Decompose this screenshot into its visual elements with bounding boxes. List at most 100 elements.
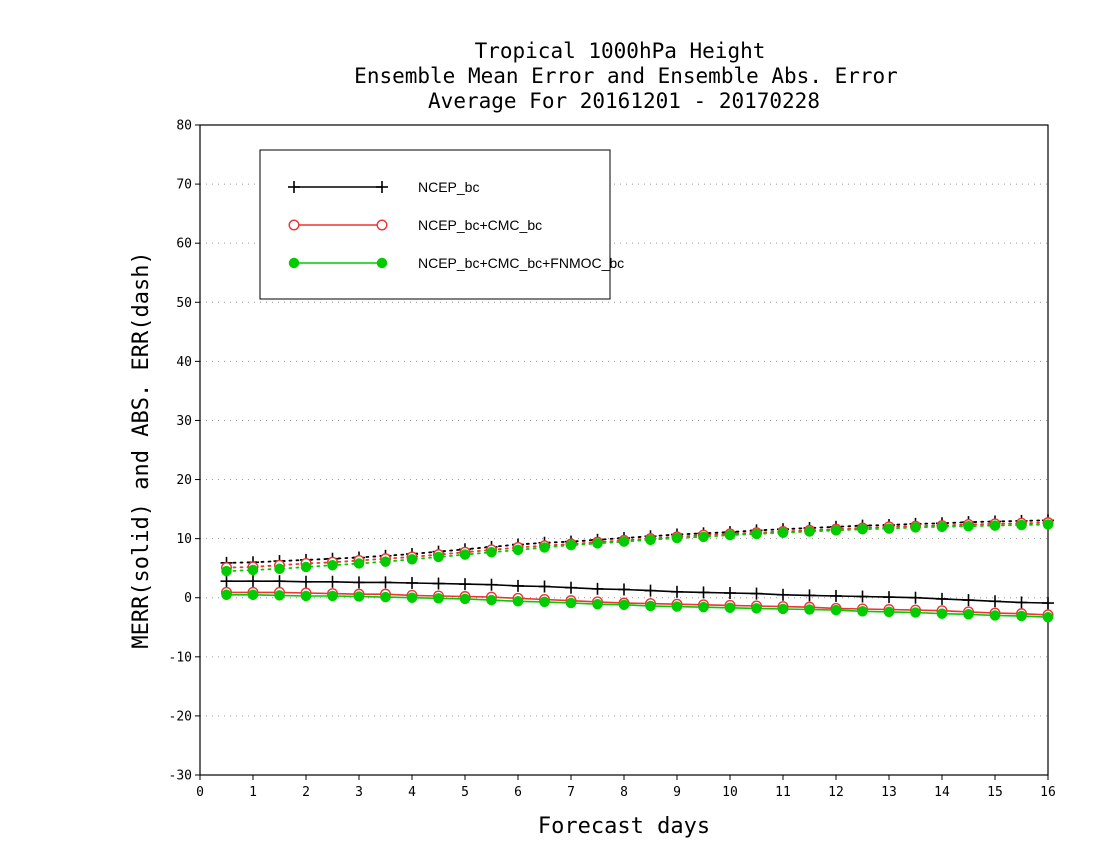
merr-point: [963, 609, 974, 620]
merr-point: [432, 577, 445, 590]
legend-marker: [288, 257, 300, 269]
legend-label-ncep-cmc: NCEP_bc+CMC_bc: [418, 217, 542, 233]
x-tick-label: 16: [1040, 785, 1056, 800]
abs-err-point: [406, 554, 418, 565]
merr-point: [300, 590, 312, 602]
abs-err-point: [751, 528, 762, 540]
merr-point: [618, 583, 630, 596]
merr-point: [671, 601, 683, 612]
abs-err-point: [459, 549, 471, 560]
merr-point: [909, 591, 922, 604]
y-tick-label: 40: [176, 355, 192, 370]
x-tick-label: 13: [881, 785, 897, 800]
x-tick-label: 3: [355, 785, 363, 800]
abs-err-point: [724, 529, 736, 541]
merr-point: [380, 591, 391, 603]
x-tick-label: 8: [620, 785, 628, 800]
merr-point: [353, 591, 365, 602]
merr-point: [220, 575, 233, 588]
legend-marker: [376, 219, 388, 231]
merr-point: [724, 587, 736, 599]
merr-point: [645, 600, 656, 612]
x-tick-label: 2: [302, 785, 310, 800]
title-line-1: Tropical 1000hPa Height: [475, 39, 766, 63]
merr-point: [406, 576, 418, 589]
abs-err-point: [857, 523, 868, 535]
merr-point: [936, 608, 948, 619]
merr-point: [856, 590, 869, 603]
merr-point: [512, 596, 524, 607]
title-line-2: Ensemble Mean Error and Ensemble Abs. Er…: [354, 64, 898, 88]
merr-point: [698, 601, 709, 613]
abs-err-point: [804, 526, 815, 537]
merr-point: [989, 595, 1001, 608]
x-tick-label: 1: [249, 785, 257, 800]
x-tick-label: 5: [461, 785, 469, 800]
merr-point: [1015, 596, 1028, 609]
merr-point: [830, 589, 842, 602]
merr-point: [777, 603, 789, 615]
abs-err-point: [936, 521, 948, 533]
abs-err-point: [963, 520, 974, 532]
merr-point: [883, 606, 895, 618]
abs-err-point: [671, 532, 683, 544]
abs-err-point: [327, 559, 338, 571]
chart-title: Tropical 1000hPa Height Ensemble Mean Er…: [354, 39, 898, 113]
series-2: [221, 519, 1054, 623]
y-tick-label: 20: [176, 473, 192, 488]
merr-line-0: [226, 580, 1049, 604]
abs-err-point: [989, 520, 1001, 531]
abs-err-point: [512, 544, 524, 556]
merr-point: [300, 575, 312, 588]
y-tick-label: -20: [169, 709, 192, 724]
abs-err-point: [883, 523, 895, 534]
y-tick-label: 0: [184, 591, 192, 606]
merr-point: [274, 590, 285, 601]
merr-point: [379, 576, 392, 589]
title-line-3: Average For 20161201 - 20170228: [428, 89, 820, 113]
y-tick-label: 10: [176, 532, 192, 547]
plot-frame: [199, 124, 1049, 776]
y-tick-label: 30: [176, 414, 192, 429]
merr-point: [565, 597, 577, 609]
merr-point: [538, 580, 551, 593]
abs-err-point: [618, 536, 630, 547]
legend-samples: [288, 181, 388, 269]
merr-point: [592, 598, 603, 610]
y-tick-label: -10: [169, 650, 192, 665]
abs-err-point: [1016, 519, 1027, 531]
merr-point: [830, 604, 842, 616]
merr-point: [804, 604, 815, 615]
legend-marker: [288, 181, 300, 193]
abs-err-point: [565, 539, 577, 551]
x-tick-label: 4: [408, 785, 416, 800]
merr-point: [989, 610, 1001, 621]
series-layer: [220, 514, 1054, 623]
merr-point: [247, 589, 259, 601]
merr-point: [697, 586, 710, 599]
merr-point: [962, 594, 975, 607]
abs-err-point: [486, 546, 497, 558]
x-axis-title: Forecast days: [538, 814, 710, 839]
x-tick-label: 14: [934, 785, 950, 800]
merr-point: [327, 590, 338, 602]
merr-point: [433, 593, 444, 604]
legend-label-ncep-cmc-fnmoc: NCEP_bc+CMC_bc+FNMOC_bc: [418, 255, 624, 271]
merr-point: [326, 575, 339, 588]
merr-point: [671, 585, 683, 598]
y-tick-label: -30: [169, 769, 192, 784]
y-tick-label: 70: [176, 178, 192, 193]
merr-point: [539, 596, 550, 608]
abs-err-point: [645, 534, 656, 546]
merr-point: [644, 584, 657, 597]
merr-point: [406, 592, 418, 603]
merr-point: [857, 606, 868, 617]
abs-err-point: [592, 538, 603, 549]
abs-err-line-1: [225, 521, 1049, 569]
merr-point: [936, 592, 948, 605]
merr-point: [273, 575, 286, 588]
merr-point: [486, 594, 497, 606]
legend-label-ncep-bc: NCEP_bc: [418, 179, 479, 195]
